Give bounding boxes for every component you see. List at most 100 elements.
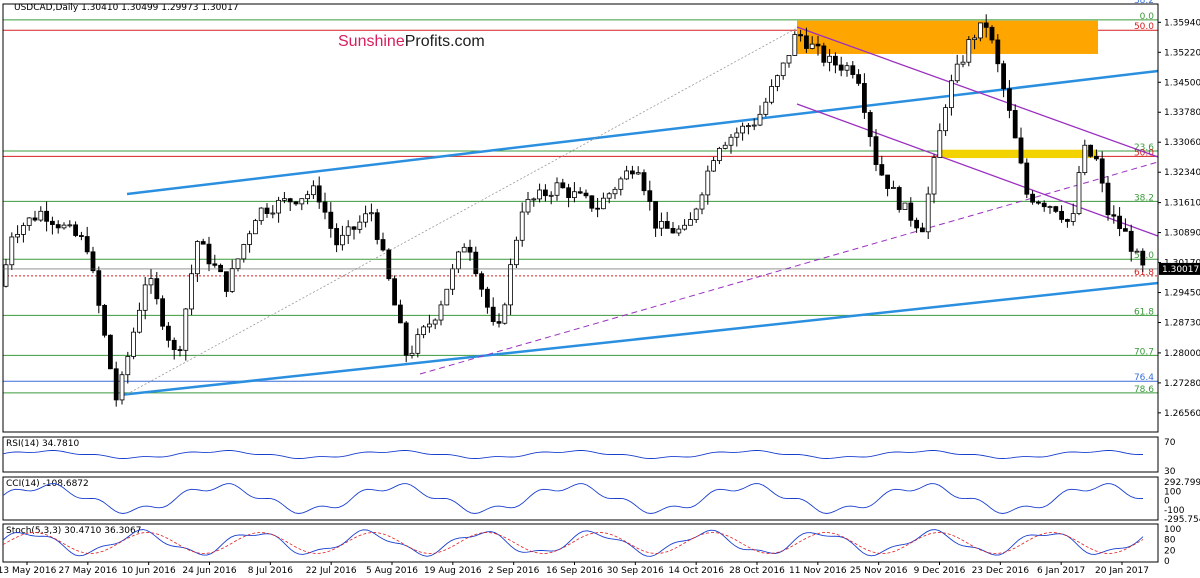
candle-body — [653, 201, 658, 229]
candle-body — [322, 201, 328, 213]
candle-body — [171, 339, 177, 351]
candle-body — [548, 194, 554, 197]
candle-body — [879, 164, 885, 176]
candle-body — [218, 264, 224, 273]
candle-body — [989, 26, 995, 41]
date-axis-label: 14 Oct 2016 — [668, 566, 724, 576]
indicator-line — [2, 450, 1143, 459]
symbol-header: USDCAD,Daily 1.30410 1.30499 1.29973 1.3… — [14, 3, 239, 13]
price-tick-label: 1.28730 — [1164, 319, 1200, 329]
candle-body — [299, 198, 305, 205]
candle-body — [1036, 201, 1041, 204]
candle-body — [276, 199, 282, 214]
candle-body — [885, 174, 890, 189]
last-price-label: 1.30017 — [1162, 265, 1199, 275]
indicator-level-label: 100 — [1164, 525, 1181, 535]
indicator-label: RSI(14) 34.7810 — [6, 439, 79, 449]
candle-body — [1047, 206, 1053, 208]
candle-body — [363, 213, 369, 223]
fib-level-label: 38.2 — [1134, 0, 1154, 6]
candle-body — [902, 202, 908, 210]
candle-body — [490, 306, 496, 322]
candle-body — [583, 192, 589, 197]
indicator-level-label: -100 — [1164, 506, 1185, 516]
indicator-level-label: 100 — [1164, 487, 1181, 497]
candle-body — [659, 220, 664, 229]
candle-body — [450, 268, 456, 290]
date-axis-label: 25 Nov 2016 — [850, 566, 908, 576]
lower-trendline — [119, 281, 1159, 397]
candle-body — [426, 323, 432, 328]
candle-body — [32, 217, 38, 221]
fib-level-label: 76.4 — [1134, 373, 1154, 383]
candle-body — [635, 172, 641, 175]
candle-body — [827, 55, 832, 63]
candle-body — [595, 207, 600, 210]
candle-body — [50, 220, 55, 225]
candle-body — [995, 39, 1001, 65]
indicator-label: CCI(14) -108.6872 — [6, 479, 89, 489]
candle-body — [1094, 155, 1099, 160]
price-tick-label: 1.34500 — [1164, 78, 1200, 88]
candle-body — [90, 251, 96, 272]
candle-body — [966, 39, 972, 63]
fib-level-label: 50.0 — [1134, 148, 1154, 158]
candle-body — [455, 251, 461, 270]
candle-body — [484, 288, 490, 308]
candle-body — [473, 251, 479, 275]
indicator-level-label: -295.7548 — [1164, 515, 1200, 525]
candle-body — [833, 55, 838, 66]
candle-body — [96, 270, 102, 306]
candle-body — [1088, 144, 1093, 157]
candle-body — [154, 278, 160, 300]
candle-body — [937, 130, 943, 158]
candle-body — [589, 195, 595, 209]
candle-body — [345, 226, 351, 236]
watermark: SunshineProfits.com — [338, 33, 485, 50]
indicator-level-label: 20 — [1164, 546, 1176, 556]
indicator-line — [2, 483, 1144, 514]
candle-body — [815, 43, 821, 47]
date-axis-label: 20 Jan 2017 — [1095, 566, 1149, 576]
candle-body — [647, 190, 653, 202]
candle-body — [102, 304, 107, 336]
candle-body — [1059, 210, 1064, 220]
date-axis-label: 10 Jun 2016 — [122, 566, 176, 576]
candle-body — [525, 198, 531, 213]
candle-body — [392, 278, 398, 306]
main-plot-frame — [2, 3, 1159, 433]
candle-body — [67, 224, 73, 227]
candle-body — [351, 226, 357, 230]
date-axis-label: 22 Jul 2016 — [306, 566, 357, 576]
date-axis-label: 23 Dec 2016 — [972, 566, 1030, 576]
candle-body — [368, 212, 374, 215]
candle-body — [1070, 213, 1076, 222]
indicator-level-label: 292.799 — [1164, 478, 1200, 488]
candle-body — [554, 182, 560, 196]
candle-body — [1053, 206, 1059, 212]
candle-body — [711, 160, 716, 172]
candle-body — [943, 107, 948, 132]
candle-body — [1117, 215, 1122, 229]
candle-body — [1140, 250, 1146, 266]
candle-body — [1007, 88, 1012, 111]
candle-body — [717, 148, 722, 162]
candle-body — [624, 170, 629, 180]
candle-body — [502, 304, 508, 324]
price-tick-label: 1.32340 — [1164, 168, 1200, 178]
candle-body — [641, 172, 647, 192]
candle-body — [1030, 193, 1035, 203]
candle-body — [293, 201, 299, 205]
candle-body — [461, 246, 467, 253]
candle-body — [705, 170, 711, 196]
candle-body — [751, 124, 757, 127]
candle-body — [79, 235, 84, 237]
indicator-frame — [2, 523, 1159, 563]
watermark-profits: Profits.com — [405, 33, 485, 50]
date-axis-label: 24 Jun 2016 — [182, 566, 236, 576]
candle-body — [258, 207, 264, 222]
candle-body — [757, 113, 763, 126]
candle-body — [1001, 63, 1006, 90]
candle-body — [1041, 202, 1047, 208]
candle-body — [560, 182, 566, 189]
